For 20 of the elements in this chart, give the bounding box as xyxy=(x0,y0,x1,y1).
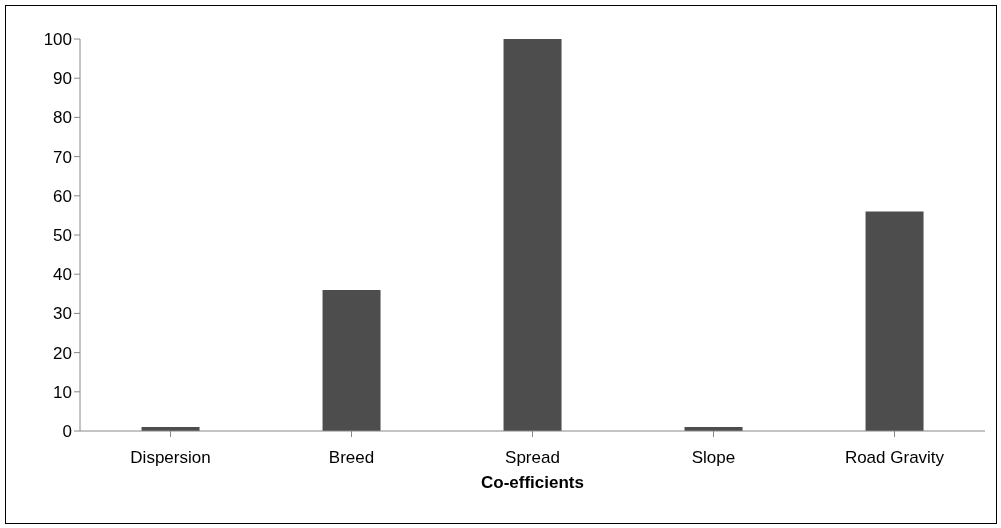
y-tick-label: 40 xyxy=(53,265,72,285)
bar xyxy=(865,211,924,431)
x-tick-label: Breed xyxy=(328,448,375,468)
y-tick-label: 90 xyxy=(53,69,72,89)
y-tick-label: 10 xyxy=(53,382,72,402)
y-tick-label: 100 xyxy=(43,30,72,50)
y-tick-label: 20 xyxy=(53,343,72,363)
bar xyxy=(503,39,562,431)
x-tick-label: Road Gravity xyxy=(844,448,945,468)
y-tick-label: 70 xyxy=(53,147,72,167)
y-tick-label: 30 xyxy=(53,304,72,324)
y-tick-label: 50 xyxy=(53,226,72,246)
x-tick-label: Slope xyxy=(691,448,736,468)
x-tick-label: Dispersion xyxy=(130,448,211,468)
y-tick-label: 60 xyxy=(53,186,72,206)
x-tick-label: Spread xyxy=(505,448,560,468)
x-axis-title: Co-efficients xyxy=(481,473,584,492)
y-tick-label: 0 xyxy=(62,422,72,442)
bar xyxy=(322,289,381,431)
y-tick-label: 80 xyxy=(53,108,72,128)
